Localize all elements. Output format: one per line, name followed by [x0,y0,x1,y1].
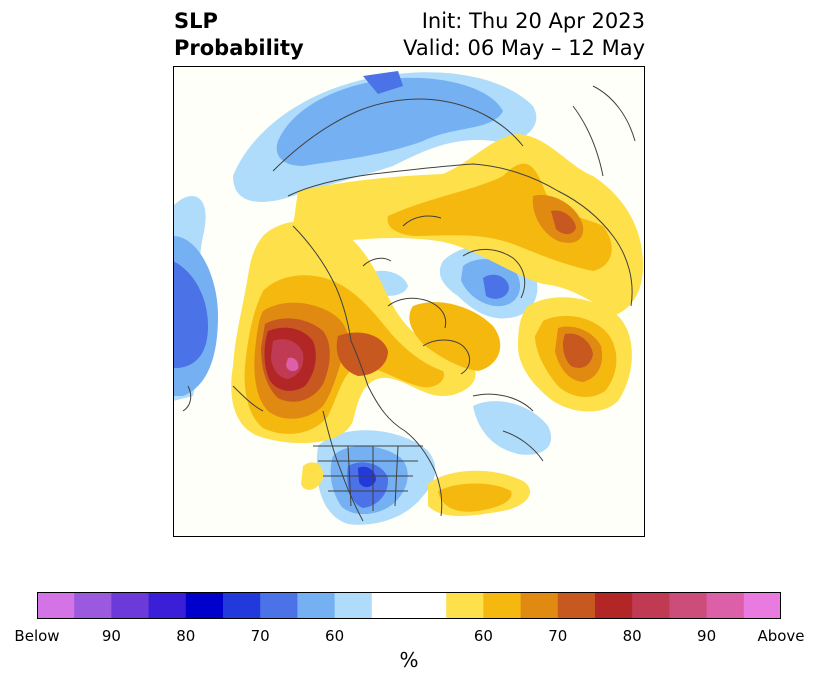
colorbar-bin [483,592,522,619]
colorbar-bin [706,592,745,619]
colorbar-bin [37,592,75,619]
probability-map [173,66,645,537]
colorbar-tick-label: 70 [548,627,568,645]
colorbar-bin [74,592,112,619]
colorbar-bin [446,592,484,619]
colorbar-tick-label: Below [14,627,60,645]
title-line-2: Probability [174,36,304,60]
colorbar-bin [520,592,559,619]
coastlines [182,85,636,522]
pacific-pink [286,357,299,372]
colorbar-tick-label: 90 [697,627,717,645]
chart-title: SLP Probability [174,8,304,62]
colorbar-tick-label: 60 [473,627,493,645]
colorbar-bin [409,592,447,619]
europe-blue-mid [276,77,503,166]
europe-blue-dark [363,71,403,94]
colorbar-bin [557,592,596,619]
colorbar [37,592,781,619]
colorbar-bin [632,592,670,619]
colorbar-bin [669,592,708,619]
siberia-rust [551,210,576,235]
colorbar-bin [595,592,633,619]
colorbar-tick-label: 80 [622,627,642,645]
colorbar-bin [334,592,373,619]
colorbar-tick-label: 70 [250,627,270,645]
above-normal-regions [231,134,643,516]
canada-yellow [409,302,501,371]
colorbar-bin [371,592,410,619]
colorbar-tick-label: 60 [325,627,345,645]
map-frame [173,66,645,537]
valid-dates: Valid: 06 May – 12 May [403,36,645,60]
colorbar-bin [743,592,781,619]
atlantic-blue-dark [173,261,208,368]
mexico-yellow [301,462,324,490]
colorbar-tick-label: 90 [101,627,121,645]
colorbar-bin [260,592,298,619]
title-line-1: SLP [174,9,218,33]
us-blue-deep [358,466,376,488]
colorbar-bin [185,592,224,619]
forecast-dates: Init: Thu 20 Apr 2023 Valid: 06 May – 12… [403,8,645,62]
colorbar-bin [297,592,336,619]
na-east-blue-light [473,401,552,455]
colorbar-tick-label: Above [757,627,805,645]
eurasia-mid [387,163,612,271]
init-date: Init: Thu 20 Apr 2023 [421,9,645,33]
alaska-rust [336,332,388,376]
colorbar-tick-label: 80 [176,627,196,645]
colorbar-bin [148,592,187,619]
atlantic-mid [438,483,512,512]
east-asia-rust [563,333,593,368]
arctic-blue-dark [483,274,509,299]
colorbar-frame [37,592,781,619]
colorbar-bin [223,592,261,619]
colorbar-unit-label: % [399,648,419,672]
colorbar-bin [111,592,150,619]
